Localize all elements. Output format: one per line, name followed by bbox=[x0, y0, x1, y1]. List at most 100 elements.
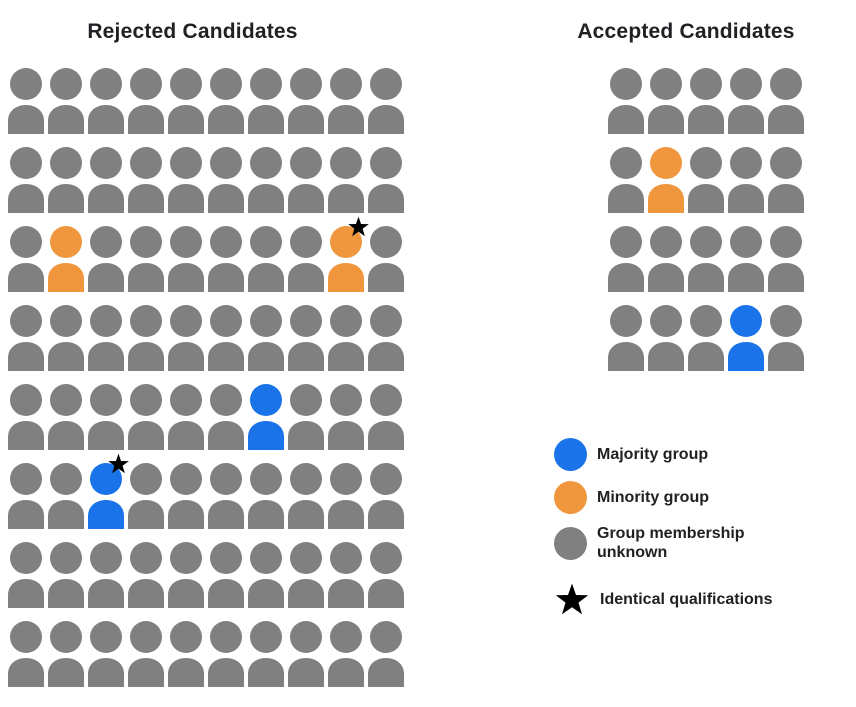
person-unknown-icon bbox=[128, 68, 164, 134]
person-unknown-icon bbox=[288, 621, 324, 687]
person-unknown-icon bbox=[88, 226, 124, 292]
person-unknown-icon bbox=[88, 68, 124, 134]
person-unknown-icon bbox=[728, 147, 764, 213]
person-unknown-icon bbox=[368, 621, 404, 687]
person-figure-icon bbox=[368, 463, 404, 529]
person-unknown-icon bbox=[48, 384, 84, 450]
person-figure-icon bbox=[648, 68, 684, 134]
person-minority-icon bbox=[648, 147, 684, 213]
person-unknown-icon bbox=[328, 68, 364, 134]
person-figure-icon bbox=[648, 305, 684, 371]
person-figure-icon bbox=[288, 542, 324, 608]
person-figure-icon bbox=[368, 542, 404, 608]
person-unknown-icon bbox=[368, 147, 404, 213]
person-figure-icon bbox=[208, 621, 244, 687]
person-figure-icon bbox=[368, 384, 404, 450]
person-unknown-icon bbox=[168, 68, 204, 134]
legend-item-majority: Majority group bbox=[554, 438, 834, 471]
person-unknown-icon bbox=[128, 305, 164, 371]
person-figure-icon bbox=[248, 305, 284, 371]
person-figure-icon bbox=[328, 305, 364, 371]
person-figure-icon bbox=[688, 226, 724, 292]
person-unknown-icon bbox=[688, 305, 724, 371]
person-figure-icon bbox=[8, 542, 44, 608]
person-unknown-icon bbox=[168, 621, 204, 687]
person-unknown-icon bbox=[128, 384, 164, 450]
person-majority-icon bbox=[728, 305, 764, 371]
person-unknown-icon bbox=[288, 384, 324, 450]
person-unknown-icon bbox=[328, 463, 364, 529]
person-unknown-icon bbox=[608, 305, 644, 371]
person-figure-icon bbox=[128, 463, 164, 529]
person-figure-icon bbox=[328, 542, 364, 608]
person-figure-icon bbox=[728, 68, 764, 134]
legend-item-minority: Minority group bbox=[554, 481, 834, 514]
person-figure-icon bbox=[688, 305, 724, 371]
person-figure-icon bbox=[88, 621, 124, 687]
legend-label: Group membership unknown bbox=[597, 525, 745, 562]
person-unknown-icon bbox=[8, 384, 44, 450]
person-figure-icon bbox=[248, 68, 284, 134]
person-figure-icon bbox=[248, 384, 284, 450]
person-figure-icon bbox=[168, 147, 204, 213]
person-figure-icon bbox=[648, 226, 684, 292]
person-unknown-icon bbox=[368, 463, 404, 529]
person-unknown-icon bbox=[248, 542, 284, 608]
person-figure-icon bbox=[8, 226, 44, 292]
person-unknown-icon bbox=[688, 147, 724, 213]
person-figure-icon bbox=[88, 226, 124, 292]
person-figure-icon bbox=[48, 305, 84, 371]
person-figure-icon bbox=[8, 68, 44, 134]
person-unknown-icon bbox=[88, 621, 124, 687]
person-figure-icon bbox=[288, 68, 324, 134]
person-unknown-icon bbox=[208, 305, 244, 371]
person-unknown-icon bbox=[768, 305, 804, 371]
person-figure-icon bbox=[8, 147, 44, 213]
person-figure-icon bbox=[288, 384, 324, 450]
person-unknown-icon bbox=[128, 463, 164, 529]
person-unknown-icon bbox=[288, 305, 324, 371]
person-figure-icon bbox=[48, 463, 84, 529]
person-figure-icon bbox=[208, 463, 244, 529]
person-unknown-icon bbox=[248, 68, 284, 134]
person-figure-icon bbox=[128, 542, 164, 608]
rejected-candidates-grid bbox=[8, 68, 404, 687]
person-unknown-icon bbox=[248, 226, 284, 292]
person-unknown-icon bbox=[288, 68, 324, 134]
person-figure-icon bbox=[208, 226, 244, 292]
person-unknown-icon bbox=[168, 226, 204, 292]
unknown-circle-icon bbox=[554, 526, 587, 560]
legend-label: Identical qualifications bbox=[600, 590, 773, 608]
person-unknown-icon bbox=[368, 68, 404, 134]
person-unknown-icon bbox=[368, 226, 404, 292]
person-figure-icon bbox=[368, 226, 404, 292]
person-figure-icon bbox=[128, 384, 164, 450]
person-unknown-icon bbox=[288, 147, 324, 213]
accepted-candidates-title: Accepted Candidates bbox=[577, 20, 795, 43]
person-unknown-icon bbox=[608, 68, 644, 134]
person-figure-icon bbox=[368, 305, 404, 371]
star-icon bbox=[108, 453, 129, 474]
person-figure-icon bbox=[8, 305, 44, 371]
person-figure-icon bbox=[328, 68, 364, 134]
minority-circle-icon bbox=[554, 481, 587, 514]
person-unknown-icon bbox=[288, 226, 324, 292]
person-figure-icon bbox=[88, 384, 124, 450]
person-unknown-icon bbox=[208, 68, 244, 134]
majority-circle-icon bbox=[554, 438, 587, 471]
person-unknown-icon bbox=[648, 305, 684, 371]
person-figure-icon bbox=[208, 384, 244, 450]
person-unknown-icon bbox=[688, 68, 724, 134]
person-figure-icon bbox=[88, 305, 124, 371]
person-figure-icon bbox=[248, 463, 284, 529]
person-unknown-icon bbox=[288, 542, 324, 608]
person-unknown-icon bbox=[368, 384, 404, 450]
person-unknown-icon bbox=[48, 542, 84, 608]
person-unknown-icon bbox=[608, 147, 644, 213]
legend-item-unknown: Group membership unknown bbox=[554, 524, 834, 562]
person-figure-icon bbox=[168, 621, 204, 687]
person-figure-icon bbox=[208, 68, 244, 134]
person-unknown-icon bbox=[168, 384, 204, 450]
person-unknown-icon bbox=[648, 226, 684, 292]
rejected-candidates-title: Rejected Candidates bbox=[87, 20, 298, 43]
